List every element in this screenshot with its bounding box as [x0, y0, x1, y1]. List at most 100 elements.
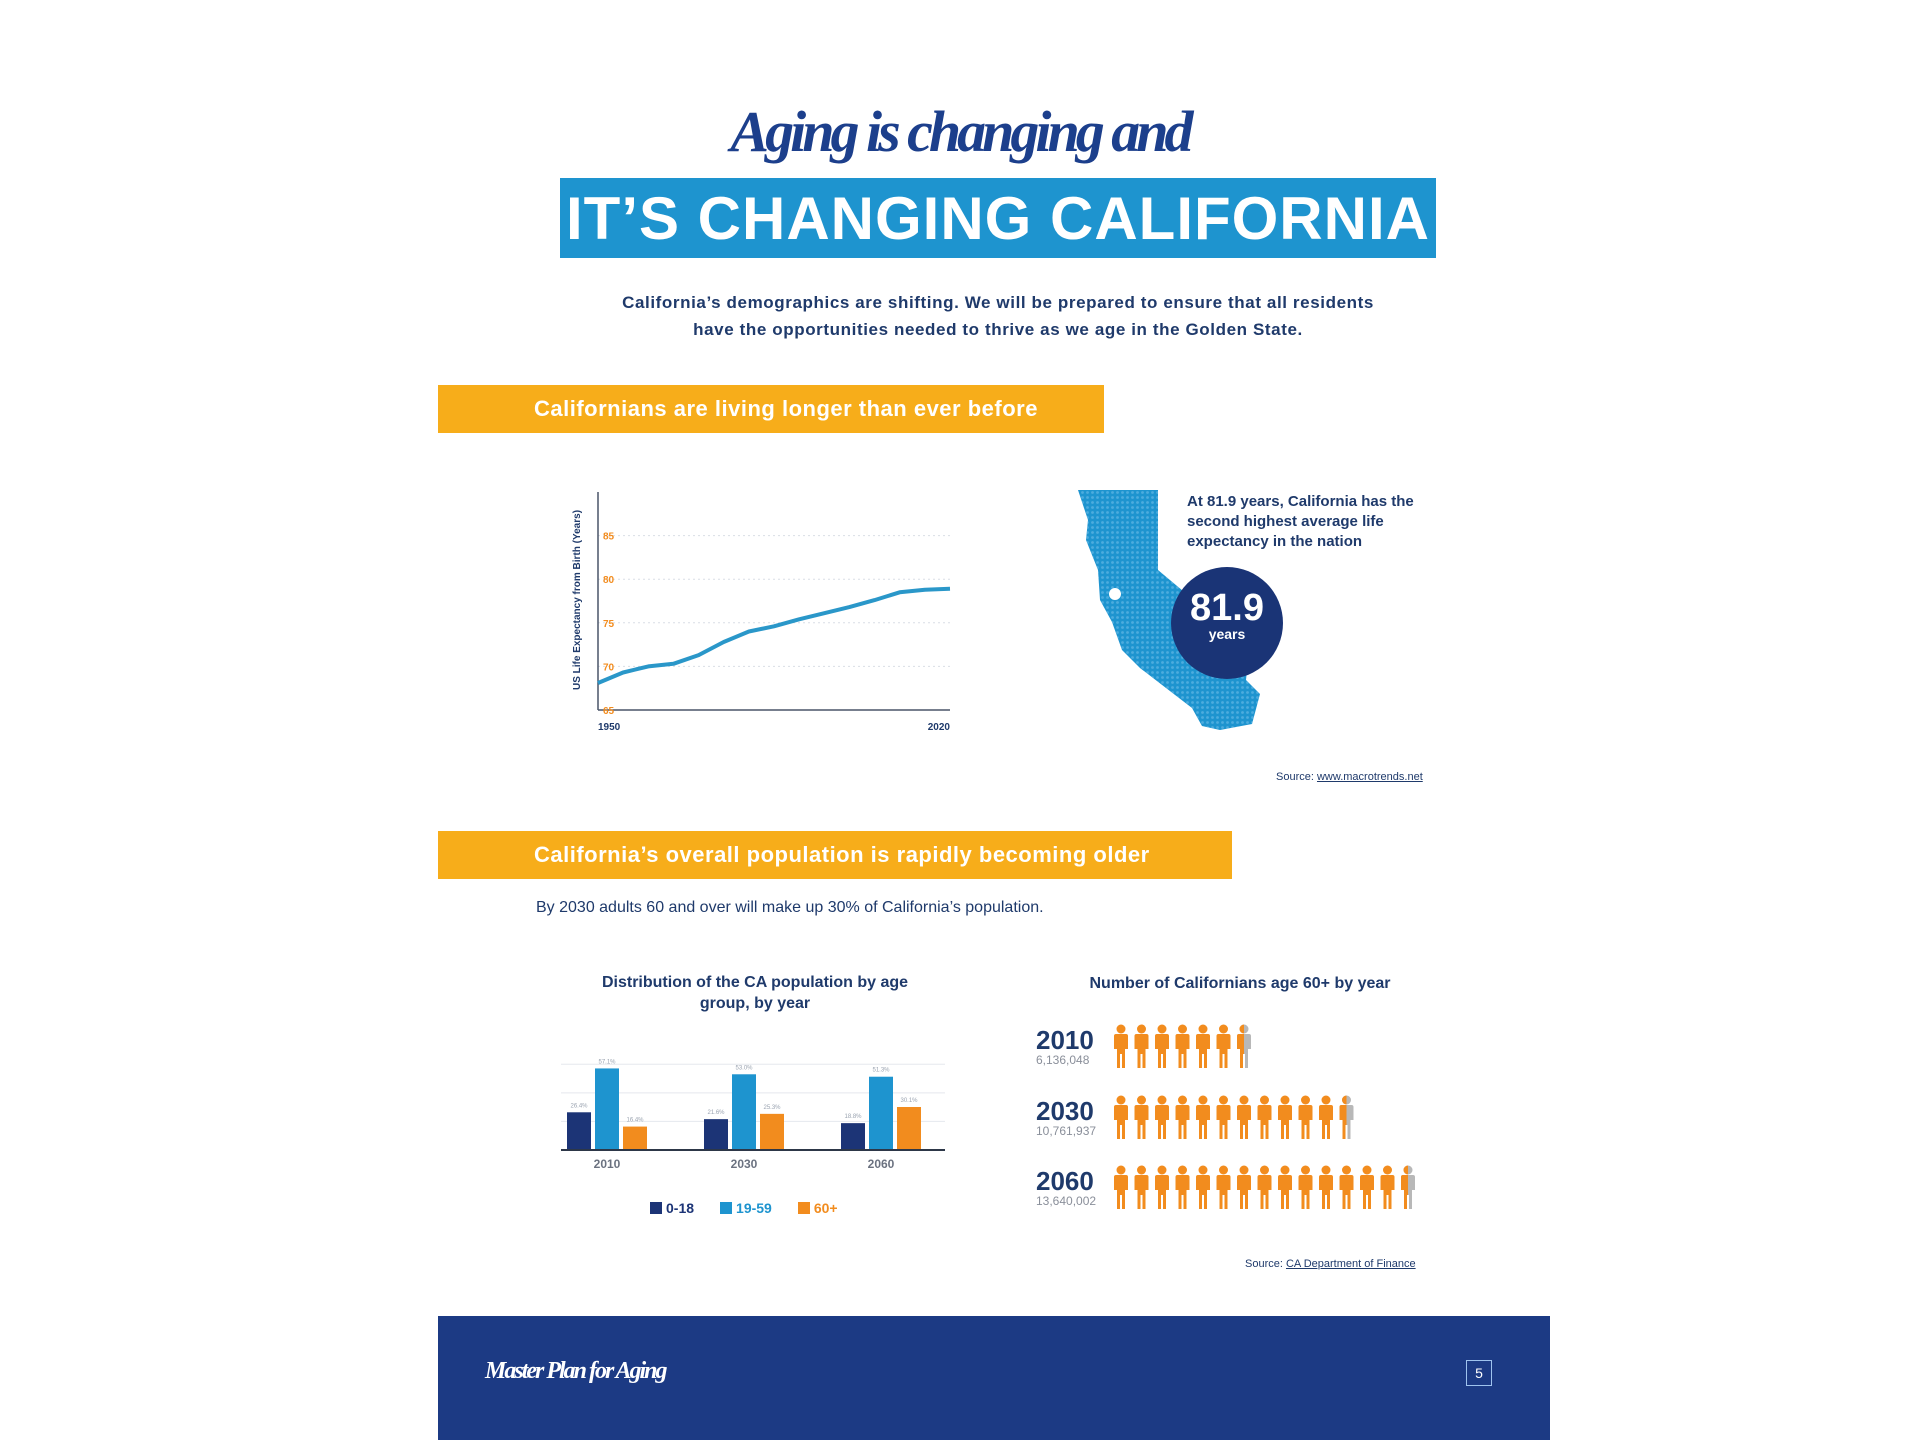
- people-row-2060-label: 2060 13,640,002: [1036, 1168, 1096, 1208]
- people-icons-2060: [1114, 1165, 1415, 1209]
- master-plan-logo: Master Plan for Aging: [485, 1358, 667, 1384]
- bar-value-label: 26.4%: [570, 1103, 588, 1109]
- source-link-macrotrends[interactable]: www.macrotrends.net: [1316, 771, 1423, 783]
- bar-value-label: 25.3%: [763, 1105, 781, 1111]
- source-label: Source:: [1245, 1258, 1283, 1270]
- intro-line-2: have the opportunities needed to thrive …: [693, 320, 1303, 339]
- intro-line-1: California’s demographics are shifting. …: [622, 293, 1374, 312]
- legend-item-19-59: 19-59: [720, 1200, 772, 1216]
- legend-swatch: [720, 1202, 733, 1214]
- people-row-count: 13,640,002: [1036, 1194, 1097, 1208]
- legend-swatch: [650, 1202, 662, 1214]
- people-row-year: 2010: [1036, 1025, 1094, 1055]
- bar-value-label: 51.3%: [872, 1068, 890, 1074]
- bar-marks: 26.4% 57.1% 16.4% 21.6% 53.0% 25.3% 18.8% 51.3%…: [567, 1059, 921, 1150]
- x-tick-labels: 1950 2020: [598, 722, 950, 733]
- bar-value-label: 53.0%: [735, 1065, 753, 1071]
- life-expectancy-note: At 81.9 years, California has the second…: [1187, 493, 1414, 550]
- bar-19-59-2060: [869, 1076, 893, 1150]
- person-icon: [1196, 1095, 1210, 1139]
- y-axis-label: US Life Expectancy from Birth (Years): [572, 510, 583, 690]
- legend-label: 19-59: [736, 1200, 772, 1216]
- y-tick-label: 70: [603, 662, 615, 673]
- legend-item-60-plus: 60+: [797, 1200, 838, 1216]
- footer-band: [438, 1316, 1550, 1440]
- bar-value-label: 57.1%: [598, 1059, 616, 1065]
- person-icon: [1319, 1165, 1333, 1209]
- bar-0-18-2060: [841, 1123, 865, 1150]
- life-expectancy-bubble: 81.9 years: [1171, 567, 1283, 679]
- person-icon: [1257, 1095, 1272, 1139]
- y-tick-label: 80: [603, 575, 615, 586]
- person-icon: [1196, 1024, 1210, 1068]
- person-icon: [1114, 1095, 1128, 1139]
- partial-person-icon: [1237, 1024, 1251, 1068]
- bar-value-label: 21.6%: [707, 1110, 725, 1116]
- person-icon: [1134, 1024, 1149, 1068]
- bar-0-18-2030: [704, 1119, 728, 1150]
- people-icons-2010: [1114, 1024, 1251, 1068]
- person-icon: [1216, 1165, 1231, 1209]
- people-chart-title: Number of Californians age 60+ by year: [1089, 975, 1391, 992]
- bubble-value: 81.9: [1190, 587, 1264, 629]
- y-tick-labels: 65 70 75 80 85: [603, 532, 615, 717]
- person-icon: [1175, 1165, 1190, 1209]
- bar-19-59-2030: [732, 1074, 756, 1150]
- people-icons-2030: [1114, 1095, 1354, 1139]
- bar-60+-2060: [897, 1107, 921, 1150]
- bar-category-label: 2010: [594, 1157, 621, 1171]
- source-label: Source:: [1276, 771, 1314, 783]
- source-line-2: Source: CA Department of Finance: [1245, 1258, 1416, 1270]
- bar-0-18-2010: [567, 1112, 591, 1150]
- source-line-1: Source: www.macrotrends.net: [1276, 771, 1423, 783]
- person-icon: [1216, 1095, 1231, 1139]
- headline-script: Aging is changing and: [730, 99, 1193, 164]
- bar-value-label: 16.4%: [626, 1118, 644, 1124]
- person-icon: [1237, 1165, 1251, 1209]
- person-icon: [1175, 1024, 1190, 1068]
- person-icon: [1155, 1024, 1169, 1068]
- person-icon: [1134, 1165, 1149, 1209]
- person-icon: [1155, 1165, 1169, 1209]
- people-row-year: 2060: [1036, 1166, 1094, 1196]
- life-expectancy-line-chart: 65 70 75 80 85 1950 2020 US Life Expectancy f…: [572, 492, 950, 733]
- person-icon: [1134, 1095, 1149, 1139]
- bay-area-marker: [1109, 588, 1121, 600]
- page-number: 5: [1466, 1360, 1492, 1386]
- bar-60+-2030: [760, 1113, 784, 1150]
- section-heading-population: California’s overall population is rapid…: [438, 831, 1232, 879]
- bar-chart-title: Distribution of the CA population by age…: [601, 974, 909, 1012]
- person-icon: [1237, 1095, 1251, 1139]
- person-icon: [1114, 1024, 1128, 1068]
- person-icon: [1298, 1095, 1313, 1139]
- y-tick-label: 85: [603, 532, 615, 543]
- title-banner: IT’S CHANGING CALIFORNIA: [560, 178, 1436, 258]
- legend-label: 60+: [813, 1200, 838, 1216]
- person-icon: [1298, 1165, 1313, 1209]
- source-link-ca-dof[interactable]: CA Department of Finance: [1285, 1258, 1416, 1270]
- bar-value-label: 30.1%: [900, 1098, 918, 1104]
- y-tick-label: 75: [603, 619, 615, 630]
- person-icon: [1319, 1095, 1333, 1139]
- people-row-year: 2030: [1036, 1096, 1094, 1126]
- person-icon: [1339, 1165, 1354, 1209]
- bar-value-label: 18.8%: [844, 1114, 862, 1120]
- person-icon: [1278, 1095, 1292, 1139]
- person-icon: [1114, 1165, 1128, 1209]
- population-subtext: By 2030 adults 60 and over will make up …: [536, 899, 1044, 916]
- person-icon: [1216, 1024, 1231, 1068]
- bar-60+-2010: [623, 1126, 647, 1150]
- age-distribution-bar-chart: 26.4% 57.1% 16.4% 21.6% 53.0% 25.3% 18.8% 51.3%…: [561, 1059, 945, 1171]
- person-icon: [1380, 1165, 1395, 1209]
- people-row-2010-label: 2010 6,136,048: [1036, 1027, 1094, 1067]
- chart-gridlines: [598, 535, 950, 667]
- people-row-2030-label: 2030 10,761,937: [1036, 1098, 1096, 1138]
- legend-label: 0-18: [666, 1200, 695, 1216]
- legend-item-0-18: 0-18: [650, 1200, 694, 1216]
- x-tick-label: 2020: [928, 722, 951, 733]
- bar-legend: 0-18 19-59 60+: [650, 1200, 838, 1216]
- person-icon: [1278, 1165, 1292, 1209]
- bar-category-label: 2060: [868, 1157, 895, 1171]
- section-heading-life-expectancy: Californians are living longer than ever…: [438, 385, 1104, 433]
- x-tick-label: 1950: [598, 722, 621, 733]
